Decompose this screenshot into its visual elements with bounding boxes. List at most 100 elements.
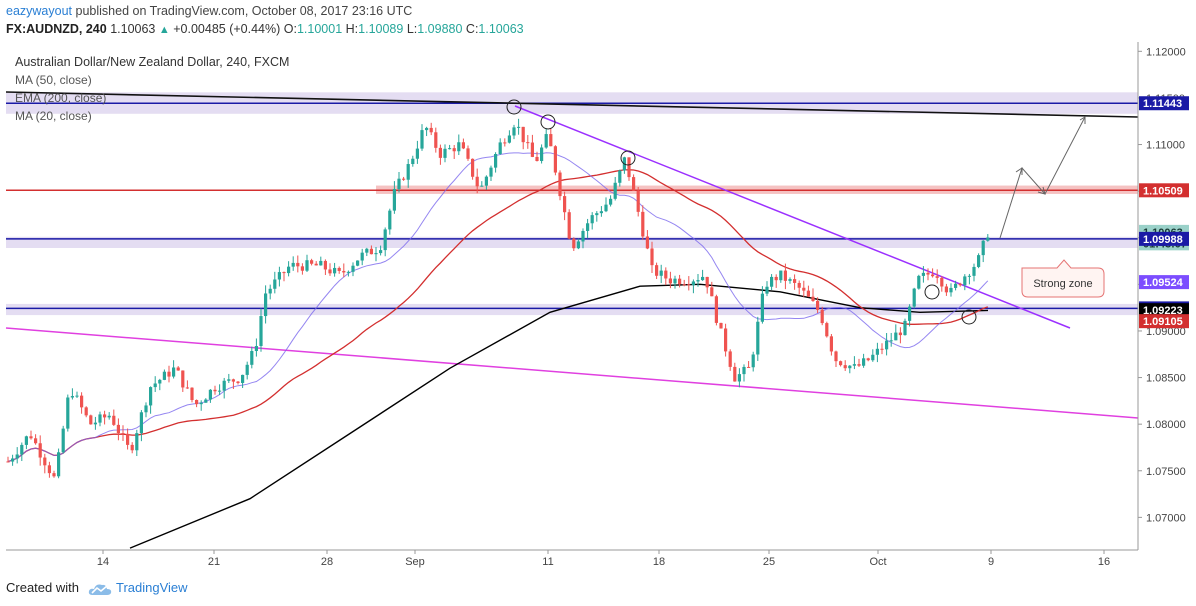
candle-body [816, 300, 820, 310]
candle-body [296, 262, 300, 267]
tradingview-logo[interactable]: TradingView [88, 580, 188, 596]
x-tick-label: 25 [763, 556, 775, 568]
candle-body [765, 286, 769, 294]
plot-area [6, 42, 1138, 550]
candle-body [848, 365, 852, 369]
candle-body [489, 167, 493, 177]
candle-body [392, 189, 396, 211]
y-tick-label: 1.11000 [1146, 140, 1185, 152]
legend-title: Australian Dollar/New Zealand Dollar, 24… [15, 55, 290, 69]
price-chart[interactable]: Strong zone 1.120001.115001.110001.10500… [0, 42, 1196, 572]
candle-body [333, 267, 337, 274]
candle-body [254, 346, 258, 352]
candle-body [586, 223, 590, 231]
candle-body [682, 284, 686, 286]
legend-item-ma20[interactable]: MA (20, close) [15, 109, 92, 123]
low-value: 1.09880 [417, 22, 463, 36]
candle-body [563, 196, 567, 213]
candle-body [719, 322, 723, 329]
candle-body [448, 148, 452, 150]
candle-body [475, 176, 479, 187]
candle-body [75, 395, 79, 397]
candle-body [457, 142, 461, 152]
candle-body [705, 276, 709, 288]
ma-50-line [7, 169, 989, 463]
candle-body [604, 204, 608, 212]
high-label: H: [345, 22, 359, 36]
legend-item-ema200[interactable]: EMA (200, close) [15, 91, 107, 105]
price-label-box-1 [1139, 183, 1189, 198]
candle-body [351, 265, 355, 272]
candle-body [57, 452, 61, 477]
cloud-icon [88, 584, 112, 595]
candle-body [498, 142, 502, 155]
candle-body [678, 278, 682, 285]
candle-body [135, 433, 139, 451]
candle-body [291, 262, 295, 267]
magenta-trendline [5, 327, 1139, 419]
footer: Created with TradingView [0, 572, 1196, 606]
x-tick-label: Sep [405, 556, 425, 568]
candle-body [691, 281, 695, 286]
price-label-5: 1.09524 [1143, 277, 1184, 289]
publish-line: eazywayout published on TradingView.com,… [6, 4, 412, 18]
open-value: 1.10001 [296, 22, 343, 36]
price-label-box-8 [1139, 314, 1189, 329]
candle-body [852, 364, 856, 366]
candle-body [558, 172, 562, 197]
candle-body [742, 366, 746, 375]
candle-body [797, 282, 801, 288]
y-tick-label: 1.08000 [1146, 419, 1186, 431]
x-tick-label: 14 [97, 556, 109, 568]
candle-body [733, 366, 737, 382]
candle-body [305, 260, 309, 271]
candle-body [770, 276, 774, 287]
up-arrow-icon: ▲ [158, 24, 170, 36]
ma-20-path [7, 152, 989, 463]
candle-body [866, 358, 870, 361]
candle-body [549, 134, 553, 147]
candle-body [176, 367, 180, 371]
x-tick-label: 9 [988, 556, 994, 568]
candle-body [167, 371, 171, 377]
candle-body [540, 147, 544, 161]
candle-body [130, 444, 134, 451]
candle-body [912, 288, 916, 307]
chart-header: eazywayout published on TradingView.com,… [0, 0, 1196, 42]
author-link[interactable]: eazywayout [6, 4, 73, 18]
candle-body [415, 148, 419, 159]
candle-body [425, 127, 429, 131]
candle-body [29, 436, 33, 439]
candle-body [783, 270, 787, 281]
candle-body [383, 229, 387, 251]
support-zone [6, 303, 1138, 316]
candle-body [402, 178, 406, 180]
candle-body [38, 443, 42, 458]
y-tick-label: 1.07500 [1146, 466, 1186, 478]
candle-body [98, 414, 102, 423]
legend-item-ma50[interactable]: MA (50, close) [15, 73, 92, 87]
candle-body [15, 454, 19, 459]
candle-body [714, 296, 718, 323]
candle-body [369, 248, 373, 255]
price-label-4: 1.09988 [1143, 234, 1183, 246]
candle-body [521, 126, 525, 143]
candle-body [346, 271, 350, 273]
candle-body [6, 461, 10, 463]
candle-body [659, 270, 663, 276]
candle-body [825, 323, 829, 337]
ema-200-line [129, 283, 989, 549]
arrow-head-icon [1037, 186, 1046, 195]
touch-circle-4 [961, 309, 977, 325]
black-trendline [5, 91, 1139, 118]
candle-body [737, 374, 741, 382]
published-text: published on TradingView.com, October 08… [75, 4, 413, 18]
candle-body [89, 415, 93, 425]
candle-body [158, 379, 162, 384]
candle-body [34, 438, 38, 444]
candle-body [121, 433, 125, 435]
ema-200-path [129, 283, 989, 549]
candle-body [687, 284, 691, 286]
candle-body [793, 279, 797, 283]
close-value: 1.10063 [478, 22, 524, 36]
